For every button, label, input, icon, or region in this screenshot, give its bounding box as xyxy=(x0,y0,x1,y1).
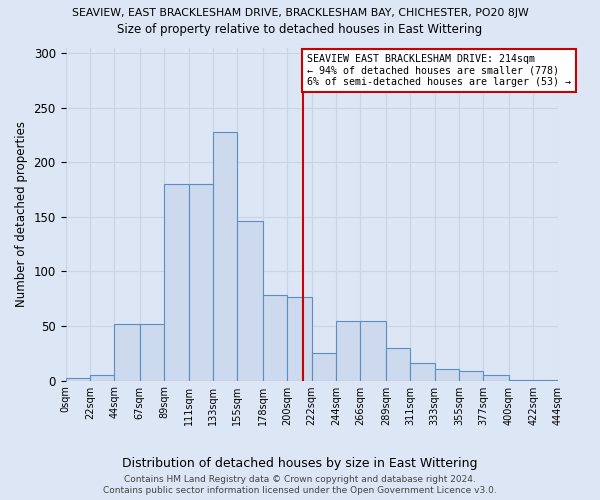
Bar xyxy=(164,184,188,380)
Bar xyxy=(263,296,287,380)
Bar xyxy=(140,324,164,380)
Bar xyxy=(336,320,361,380)
Text: Distribution of detached houses by size in East Wittering: Distribution of detached houses by size … xyxy=(122,458,478,470)
Bar xyxy=(410,363,434,380)
Text: Contains HM Land Registry data © Crown copyright and database right 2024.: Contains HM Land Registry data © Crown c… xyxy=(124,475,476,484)
Text: SEAVIEW EAST BRACKLESHAM DRIVE: 214sqm
← 94% of detached houses are smaller (778: SEAVIEW EAST BRACKLESHAM DRIVE: 214sqm ←… xyxy=(307,54,571,88)
Text: Size of property relative to detached houses in East Wittering: Size of property relative to detached ho… xyxy=(118,22,482,36)
Bar xyxy=(188,184,213,380)
Bar xyxy=(361,320,386,380)
Bar xyxy=(90,375,115,380)
Bar xyxy=(287,296,311,380)
Text: Contains public sector information licensed under the Open Government Licence v3: Contains public sector information licen… xyxy=(103,486,497,495)
Bar xyxy=(386,348,410,380)
Bar xyxy=(115,324,140,380)
Bar xyxy=(459,371,484,380)
Bar xyxy=(311,354,336,380)
Bar xyxy=(238,221,263,380)
Text: SEAVIEW, EAST BRACKLESHAM DRIVE, BRACKLESHAM BAY, CHICHESTER, PO20 8JW: SEAVIEW, EAST BRACKLESHAM DRIVE, BRACKLE… xyxy=(71,8,529,18)
Y-axis label: Number of detached properties: Number of detached properties xyxy=(15,121,28,307)
Bar xyxy=(484,375,509,380)
Bar xyxy=(434,368,459,380)
Bar xyxy=(213,132,238,380)
Bar xyxy=(65,378,90,380)
